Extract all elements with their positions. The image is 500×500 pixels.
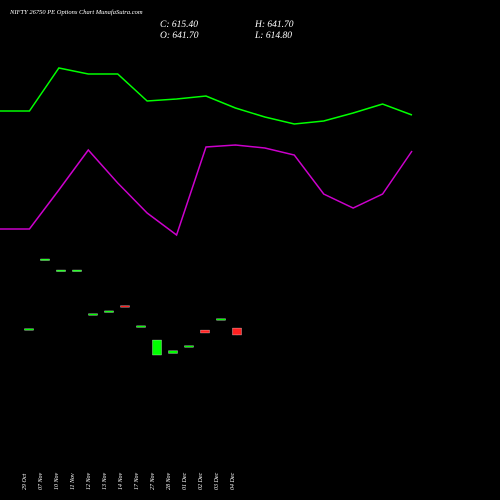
x-tick-label: 03 Dec: [214, 473, 220, 490]
x-tick-label: 28 Nov: [166, 472, 172, 490]
candle-body: [56, 269, 66, 272]
x-tick-label: 27 Nov: [150, 472, 156, 490]
candle-body: [88, 313, 98, 316]
candle-body: [184, 345, 194, 348]
indicator-line: [0, 67, 413, 125]
candle-body: [168, 350, 178, 354]
info-high: H: 641.70: [254, 20, 294, 30]
x-tick-label: 01 Dec: [182, 473, 188, 490]
x-tick-label: 07 Nov: [38, 472, 44, 490]
info-low: L: 614.80: [254, 31, 292, 41]
info-close: C: 615.40: [160, 20, 198, 30]
x-tick-label: 14 Nov: [117, 472, 124, 490]
candle-body: [200, 329, 210, 334]
candle-body: [136, 325, 146, 328]
x-tick-label: 12 Nov: [86, 472, 92, 490]
candle-body: [24, 328, 34, 331]
candle-body: [104, 310, 114, 313]
x-tick-label: 29 Oct: [22, 474, 28, 490]
x-tick-label: 04 Dec: [229, 473, 236, 490]
x-tick-label: 11 Nov: [70, 473, 76, 490]
chart-title: NIFTY 26750 PE Options Chart MunafaSutra…: [9, 9, 143, 16]
x-tick-label: 10 Nov: [54, 472, 60, 490]
candle-body: [120, 305, 130, 308]
candle-body: [40, 258, 50, 261]
candle-body: [72, 269, 82, 272]
indicator-line: [0, 144, 413, 237]
x-tick-label: 02 Dec: [198, 473, 204, 490]
x-tick-label: 17 Nov: [134, 472, 140, 490]
x-tick-label: 13 Nov: [102, 472, 108, 490]
info-open: O: 641.70: [160, 31, 199, 41]
candle-body: [232, 327, 242, 336]
candle-body: [216, 318, 226, 321]
candle-body: [152, 339, 162, 356]
